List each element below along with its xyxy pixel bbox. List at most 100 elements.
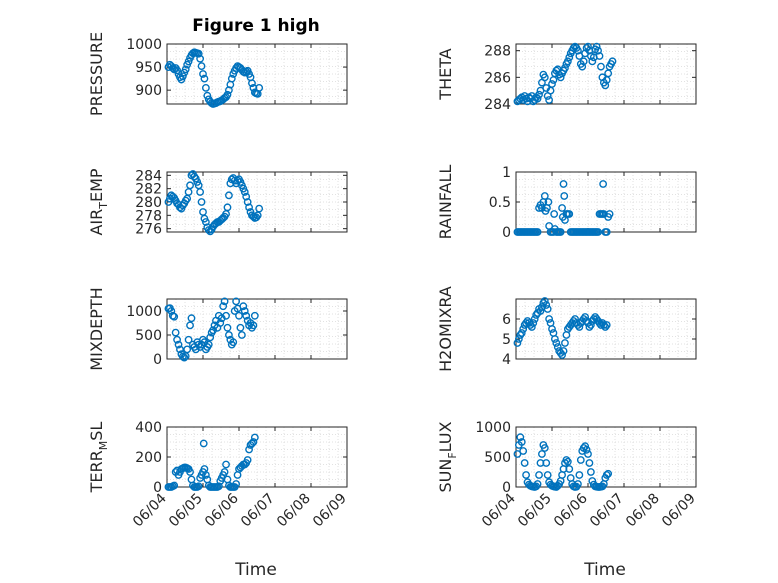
data-point-theta-15: [535, 90, 543, 99]
ytick-label-mixdepth-1: 500: [135, 328, 162, 344]
data-point-sun_flux-62: [602, 471, 611, 479]
data-point-h2omixra-19: [540, 297, 549, 305]
data-point-theta-36: [565, 53, 574, 62]
data-point-theta-19: [540, 73, 549, 82]
axes-box-theta: [515, 43, 697, 105]
y-axis-label-h2omixra: H2OMIXRA: [436, 286, 455, 372]
data-point-mixdepth-28: [204, 340, 213, 349]
ytick-label-theta-0: 284: [484, 97, 511, 113]
data-point-pressure-10: [178, 72, 187, 81]
ytick-label-terr_msl-1: 200: [135, 450, 162, 466]
panel-rainfall: 0 0.5 1 RAINFALL: [436, 165, 697, 241]
data-point-sun_flux-36: [565, 465, 574, 473]
data-point-mixdepth-42: [225, 331, 233, 339]
y-axis-label-air_temp: AIRTEMP: [87, 168, 110, 235]
data-point-sun_flux-15: [535, 471, 543, 479]
y-axis-label-sun_flux: SUNFLUX: [436, 421, 459, 492]
data-point-mixdepth-14: [184, 335, 193, 344]
data-point-pressure-26: [201, 83, 210, 92]
data-point-sun_flux-44: [576, 456, 585, 464]
data-point-pressure-27: [203, 91, 212, 100]
data-point-terr_msl-56: [243, 456, 252, 464]
data-point-pressure-6: [173, 66, 181, 75]
data-point-h2omixra-32: [559, 347, 568, 355]
data-point-rainfall-67: [602, 228, 611, 236]
data-point-theta-24: [548, 80, 556, 88]
ytick-label-rainfall-2: 1: [502, 165, 511, 181]
data-point-terr_msl-40: [220, 468, 229, 476]
data-point-air_temp-26: [201, 218, 210, 226]
data-point-theta-66: [608, 57, 617, 66]
data-point-air_temp-41: [223, 203, 232, 212]
data-point-theta-30: [556, 73, 565, 82]
panel-h2omixra: 4 5 6 H2OMIXRA: [436, 286, 697, 372]
data-point-mixdepth-38: [219, 302, 228, 311]
data-point-h2omixra-47: [581, 313, 590, 321]
ytick-label-sun_flux-0: 0: [502, 480, 511, 496]
data-point-h2omixra-21: [543, 305, 552, 313]
data-point-mixdepth-39: [220, 297, 229, 306]
data-point-h2omixra-24: [548, 325, 556, 333]
data-point-sun_flux-2: [516, 433, 525, 442]
data-point-h2omixra-28: [553, 343, 562, 351]
data-point-mixdepth-60: [250, 311, 259, 320]
ytick-label-theta-2: 288: [484, 44, 511, 60]
data-point-h2omixra-3: [517, 329, 526, 337]
data-point-terr_msl-36: [214, 482, 223, 491]
data-point-terr_msl-4: [170, 481, 179, 490]
data-point-mixdepth-16: [187, 314, 196, 323]
data-point-sun_flux-19: [540, 444, 549, 452]
data-point-mixdepth-8: [176, 345, 184, 354]
data-point-sun_flux-21: [543, 471, 552, 479]
data-point-theta-52: [588, 57, 597, 66]
data-point-terr_msl-48: [232, 480, 241, 488]
data-point-sun_flux-34: [562, 456, 571, 464]
data-point-terr_msl-41: [222, 460, 230, 469]
data-point-rainfall-19: [540, 192, 549, 200]
data-point-rainfall-40: [565, 210, 574, 218]
data-point-h2omixra-20: [542, 301, 551, 309]
axes-box-pressure: [166, 43, 348, 105]
data-point-theta-14: [533, 94, 542, 103]
ytick-label-rainfall-1: 0.5: [489, 195, 511, 211]
data-point-sun_flux-63: [604, 469, 613, 478]
ytick-label-air_temp-3: 282: [135, 182, 162, 198]
data-point-theta-46: [579, 57, 588, 66]
data-point-terr_msl-61: [250, 433, 259, 442]
data-point-sun_flux-51: [586, 468, 595, 476]
ytick-label-air_temp-4: 284: [135, 168, 162, 184]
panel-pressure: 900 950 1000 PRESSURE: [87, 32, 348, 116]
data-point-h2omixra-16: [536, 307, 545, 315]
data-point-mixdepth-41: [223, 323, 232, 332]
data-point-rainfall-22: [544, 198, 553, 206]
data-point-sun_flux-0: [513, 450, 522, 458]
data-point-mixdepth-40: [222, 311, 230, 320]
data-point-pressure-25: [200, 74, 209, 83]
data-point-mixdepth-49: [235, 311, 243, 320]
data-point-mixdepth-7: [174, 340, 183, 349]
data-point-sun_flux-43: [575, 471, 584, 479]
data-point-theta-49: [584, 42, 592, 51]
data-point-theta-58: [597, 62, 605, 71]
ytick-label-pressure-1: 950: [135, 60, 162, 76]
data-point-h2omixra-27: [552, 339, 561, 347]
data-point-sun_flux-20: [542, 459, 551, 467]
ytick-label-mixdepth-2: 1000: [126, 304, 162, 320]
data-point-rainfall-69: [605, 210, 614, 218]
x-axis-label-right: Time: [583, 560, 626, 580]
data-point-mixdepth-29: [206, 333, 215, 342]
data-point-air_temp-55: [243, 198, 252, 206]
data-point-mixdepth-50: [236, 323, 245, 332]
data-point-pressure-63: [255, 83, 264, 92]
data-point-sun_flux-4: [519, 447, 528, 455]
data-point-theta-55: [592, 42, 601, 51]
data-point-pressure-44: [227, 74, 236, 83]
data-point-theta-45: [578, 62, 587, 71]
data-point-pressure-12: [181, 65, 190, 74]
data-point-sun_flux-50: [585, 459, 594, 467]
data-point-h2omixra-22: [545, 315, 554, 323]
data-point-rainfall-35: [559, 180, 568, 188]
data-point-theta-35: [563, 57, 572, 66]
ytick-label-h2omixra-1: 5: [502, 332, 511, 348]
